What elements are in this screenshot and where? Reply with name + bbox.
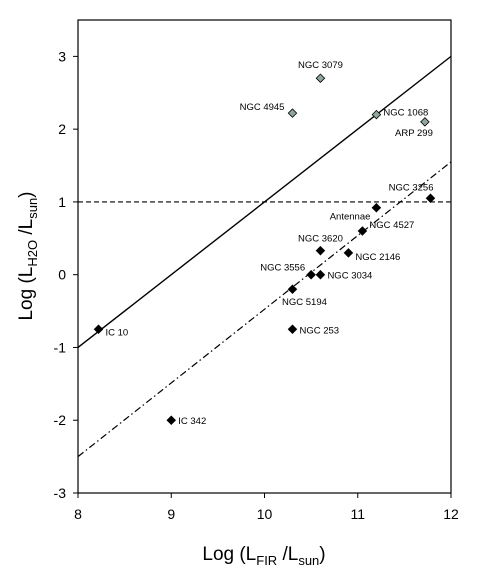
- data-point-ngc-253: [287, 324, 298, 335]
- fit-line-dashdot: [77, 161, 452, 458]
- x-axis-title-mid: /L: [277, 544, 298, 565]
- data-point-ngc-3620: [315, 245, 326, 256]
- y-axis-title-post: ): [16, 191, 37, 197]
- data-point-ngc-3256: [425, 193, 436, 204]
- data-point-ic-10: [93, 324, 104, 335]
- point-label-ngc-4945: NGC 4945: [240, 102, 285, 113]
- x-axis-title-pre: Log (L: [202, 544, 256, 565]
- data-point-ngc-3034: [315, 269, 326, 280]
- point-label-ngc-253: NGC 253: [299, 325, 339, 336]
- x-axis-title-sub2: sun: [298, 553, 319, 568]
- data-point-ngc-2146: [343, 248, 354, 258]
- point-label-ngc-1068: NGC 1068: [383, 108, 428, 119]
- y-tick-label: -3: [54, 485, 67, 501]
- y-axis-title-mid: /L: [16, 219, 37, 240]
- point-label-arp-299: ARP 299: [395, 128, 433, 139]
- point-label-ngc-3079: NGC 3079: [298, 60, 343, 71]
- point-label-antennae: Antennae: [330, 212, 371, 223]
- point-label-ngc-4527: NGC 4527: [369, 220, 414, 231]
- point-label-ic-342: IC 342: [178, 416, 206, 427]
- point-label-ic-10: IC 10: [106, 327, 129, 338]
- y-axis-title-sub1: H2O: [25, 240, 40, 267]
- data-point-ngc-4945: [287, 108, 298, 118]
- y-tick-label: 2: [58, 121, 66, 137]
- x-axis-title: Log (LFIR /Lsun): [202, 544, 325, 568]
- y-axis-title-sub2: sun: [25, 198, 40, 219]
- x-tick-label: 10: [257, 506, 273, 522]
- point-label-ngc-3556: NGC 3556: [260, 263, 305, 274]
- x-tick-label: 9: [167, 506, 175, 522]
- data-point-ngc-4527: [357, 226, 368, 236]
- y-tick-label: 3: [58, 48, 66, 64]
- point-label-ngc-5194: NGC 5194: [282, 297, 327, 308]
- data-points: IC 10 IC 342 NGC 253 NGC 5194 NGC 3556 NGC 30…: [93, 60, 436, 427]
- y-axis-title: Log (LH2O /Lsun): [16, 191, 40, 320]
- point-label-ngc-3034: NGC 3034: [327, 271, 372, 282]
- y-tick-label: 1: [58, 194, 66, 210]
- x-tick-label: 8: [74, 506, 82, 522]
- x-axis-title-post: ): [319, 544, 325, 565]
- y-tick-label: -2: [54, 412, 67, 428]
- y-tick-label: 0: [58, 267, 66, 283]
- x-tick-label: 12: [443, 506, 459, 522]
- point-label-ngc-3256: NGC 3256: [389, 182, 434, 193]
- y-axis-title-pre: Log (L: [16, 267, 37, 321]
- x-axis-title-sub1: FIR: [256, 553, 277, 568]
- data-point-ngc-1068: [371, 109, 382, 120]
- data-point-ngc-3556: [306, 269, 316, 280]
- data-point-ngc-3079: [315, 73, 326, 83]
- data-point-ngc-5194: [287, 284, 298, 295]
- data-point-arp-299: [420, 117, 430, 127]
- y-tick-label: -1: [54, 339, 67, 355]
- data-point-antennae: [371, 202, 382, 213]
- data-point-ic-342: [166, 415, 177, 425]
- point-label-ngc-2146: NGC 2146: [355, 252, 400, 263]
- fit-lines: [77, 55, 452, 458]
- x-tick-label: 11: [350, 506, 365, 522]
- point-label-ngc-3620: NGC 3620: [298, 234, 343, 245]
